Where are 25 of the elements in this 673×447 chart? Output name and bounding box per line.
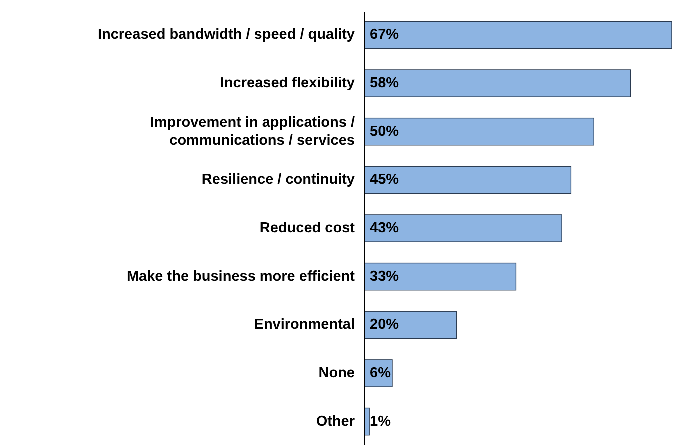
data-label: 1% xyxy=(370,414,392,430)
bar xyxy=(364,70,632,98)
data-label: 20% xyxy=(370,317,400,334)
bar xyxy=(364,262,517,291)
bar xyxy=(364,214,562,242)
y-tick-label: Improvement in applications / communications / services xyxy=(150,114,355,149)
data-label: 33% xyxy=(370,268,400,285)
bar xyxy=(364,118,594,146)
data-label: 43% xyxy=(370,220,400,236)
y-tick-label: Reduced cost xyxy=(260,220,356,236)
bar xyxy=(364,311,457,340)
data-label: 67% xyxy=(370,27,400,44)
data-label: 45% xyxy=(370,172,400,188)
y-tick-label: None xyxy=(318,365,355,382)
bar xyxy=(364,21,672,50)
bar xyxy=(364,166,572,194)
y-tick-label: Make the business more efficient xyxy=(126,268,356,285)
data-label: 58% xyxy=(370,76,400,92)
y-tick-label: Environmental xyxy=(254,317,355,334)
data-label: 50% xyxy=(370,124,400,140)
y-tick-label: Increased bandwidth / speed / quality xyxy=(98,27,355,44)
data-label: 6% xyxy=(370,365,392,382)
y-tick-label: Increased flexibility xyxy=(220,76,355,92)
y-tick-label: Other xyxy=(316,414,356,430)
y-tick-label: Resilience / continuity xyxy=(202,172,355,188)
